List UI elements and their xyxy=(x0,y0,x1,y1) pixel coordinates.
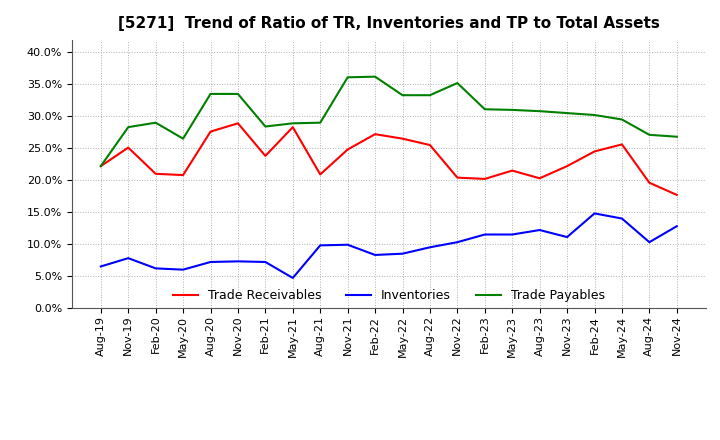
Trade Payables xyxy=(618,117,626,122)
Inventories xyxy=(590,211,599,216)
Trade Receivables xyxy=(261,153,270,158)
Trade Payables xyxy=(316,120,325,125)
Trade Receivables xyxy=(480,176,489,182)
Trade Receivables xyxy=(316,172,325,177)
Trade Payables xyxy=(96,164,105,169)
Trade Payables xyxy=(289,121,297,126)
Trade Receivables xyxy=(645,180,654,185)
Inventories xyxy=(618,216,626,221)
Inventories xyxy=(480,232,489,237)
Inventories xyxy=(206,259,215,264)
Trade Payables xyxy=(480,106,489,112)
Inventories xyxy=(261,259,270,264)
Trade Receivables xyxy=(233,121,242,126)
Trade Receivables xyxy=(206,129,215,134)
Trade Payables xyxy=(398,92,407,98)
Line: Inventories: Inventories xyxy=(101,213,677,278)
Inventories xyxy=(371,252,379,257)
Inventories xyxy=(289,275,297,281)
Trade Receivables xyxy=(343,147,352,152)
Inventories xyxy=(179,267,187,272)
Trade Receivables xyxy=(536,176,544,181)
Trade Receivables xyxy=(618,142,626,147)
Trade Payables xyxy=(672,134,681,139)
Trade Payables xyxy=(453,81,462,86)
Trade Payables xyxy=(645,132,654,137)
Trade Payables xyxy=(261,124,270,129)
Trade Receivables xyxy=(124,145,132,150)
Trade Receivables xyxy=(96,164,105,169)
Inventories xyxy=(398,251,407,257)
Trade Receivables xyxy=(151,171,160,176)
Inventories xyxy=(453,239,462,245)
Trade Receivables xyxy=(179,172,187,178)
Trade Receivables xyxy=(289,125,297,130)
Trade Payables xyxy=(179,136,187,141)
Trade Payables xyxy=(508,107,516,113)
Trade Payables xyxy=(536,109,544,114)
Inventories xyxy=(316,243,325,248)
Trade Receivables xyxy=(426,143,434,148)
Trade Payables xyxy=(124,125,132,130)
Inventories xyxy=(536,227,544,233)
Trade Payables xyxy=(343,75,352,80)
Trade Payables xyxy=(151,120,160,125)
Trade Payables xyxy=(371,74,379,79)
Inventories xyxy=(233,259,242,264)
Trade Payables xyxy=(590,112,599,117)
Trade Payables xyxy=(233,91,242,96)
Trade Payables xyxy=(206,91,215,96)
Inventories xyxy=(96,264,105,269)
Inventories xyxy=(343,242,352,247)
Trade Receivables xyxy=(398,136,407,141)
Inventories xyxy=(672,224,681,229)
Inventories xyxy=(426,245,434,250)
Line: Trade Payables: Trade Payables xyxy=(101,77,677,166)
Line: Trade Receivables: Trade Receivables xyxy=(101,123,677,195)
Trade Payables xyxy=(426,92,434,98)
Trade Receivables xyxy=(453,175,462,180)
Trade Receivables xyxy=(508,168,516,173)
Trade Receivables xyxy=(672,192,681,198)
Title: [5271]  Trend of Ratio of TR, Inventories and TP to Total Assets: [5271] Trend of Ratio of TR, Inventories… xyxy=(118,16,660,32)
Legend: Trade Receivables, Inventories, Trade Payables: Trade Receivables, Inventories, Trade Pa… xyxy=(168,284,610,307)
Inventories xyxy=(124,256,132,261)
Inventories xyxy=(151,266,160,271)
Trade Receivables xyxy=(371,132,379,137)
Trade Receivables xyxy=(590,149,599,154)
Inventories xyxy=(563,235,572,240)
Inventories xyxy=(645,239,654,245)
Trade Payables xyxy=(563,110,572,116)
Trade Receivables xyxy=(563,164,572,169)
Inventories xyxy=(508,232,516,237)
